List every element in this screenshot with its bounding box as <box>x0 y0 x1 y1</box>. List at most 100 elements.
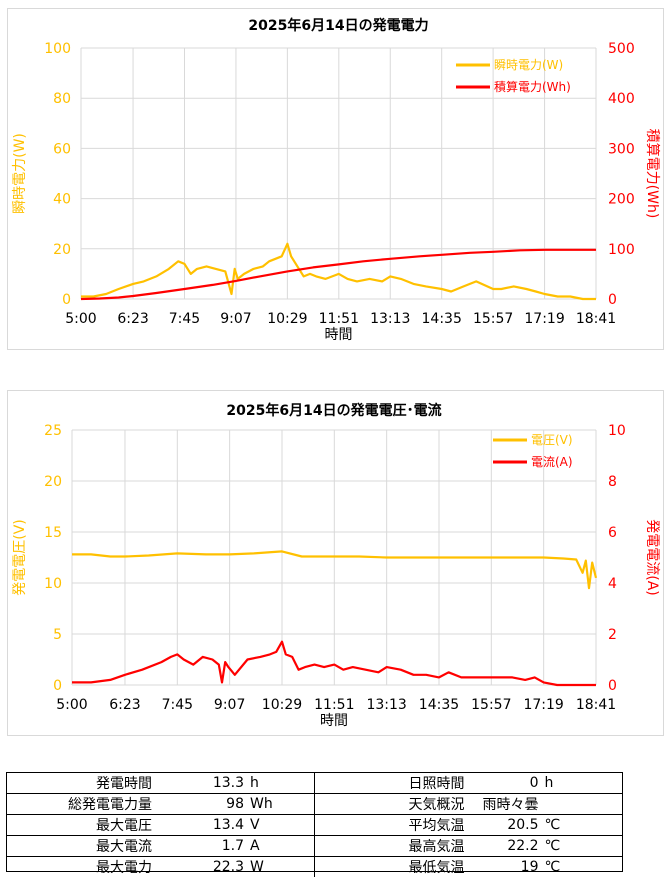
summary-value: 22.3 <box>212 859 244 875</box>
summary-label: 日照時間 <box>408 776 465 792</box>
power-chart-svg: 2025年6月14日の発電電力 0 20 40 60 80 100 0 100 200 300 400… <box>12 17 660 343</box>
x-tick-label: 5:00 <box>65 311 96 327</box>
y2-axis-label: 積算電力(Wh) <box>644 129 660 219</box>
summary-row: 最大電力 22.3 W <box>7 857 314 877</box>
summary-unit: h <box>544 775 554 791</box>
x-tick-label: 13:13 <box>366 697 406 713</box>
y2-tick-label: 100 <box>608 242 635 258</box>
x-tick-label: 11:51 <box>319 311 359 327</box>
voltage-current-chart-svg: 2025年6月14日の発電電圧･電流 0 5 10 15 20 25 0 2 4 6 8 10 5:00 6… <box>12 402 660 729</box>
summary-unit: ℃ <box>544 817 561 833</box>
summary-label: 最低気温 <box>408 860 465 876</box>
y-tick-label: 10 <box>44 576 62 592</box>
y-tick-label: 0 <box>62 292 71 308</box>
summary-unit: ℃ <box>544 859 561 875</box>
x-tick-label: 9:07 <box>220 311 251 327</box>
y-tick-label: 20 <box>53 242 71 258</box>
summary-unit: h <box>250 775 259 791</box>
y-tick-label: 40 <box>53 192 71 208</box>
y2-tick-label: 2 <box>608 627 617 643</box>
legend-entry: 電圧(V) <box>531 433 573 447</box>
y2-axis-label: 発電電流(A) <box>644 519 660 596</box>
y-tick-label: 20 <box>44 474 62 490</box>
summary-left-column: 発電時間 13.3 h 総発電電力量 98 Wh 最大電圧 13.4 V 最大電流 1.7 A … <box>7 773 315 877</box>
x-tick-label: 7:45 <box>169 311 200 327</box>
summary-row: 天気概況 雨時々曇 <box>314 794 622 815</box>
series-line <box>72 640 596 687</box>
y2-tick-label: 300 <box>608 141 635 157</box>
y-tick-label: 5 <box>53 627 62 643</box>
x-tick-label: 18:41 <box>576 311 616 327</box>
y2-tick-label: 200 <box>608 192 635 208</box>
summary-label: 最大電圧 <box>96 818 152 834</box>
summary-row: 総発電電力量 98 Wh <box>7 794 314 815</box>
legend-entry: 電流(A) <box>531 455 573 469</box>
y-tick-label: 25 <box>44 423 62 439</box>
y-axis-label: 瞬時電力(W) <box>12 133 28 214</box>
x-tick-label: 15:57 <box>471 697 511 713</box>
x-tick-label: 9:07 <box>214 697 245 713</box>
x-tick-label: 6:23 <box>117 311 148 327</box>
x-tick-label: 14:35 <box>419 697 459 713</box>
legend-entry: 瞬時電力(W) <box>494 58 563 72</box>
x-axis-label: 時間 <box>325 327 353 343</box>
series-line <box>81 242 596 301</box>
x-axis-label: 時間 <box>320 713 348 729</box>
summary-value: 22.2 <box>507 838 539 854</box>
summary-unit: ℃ <box>544 838 561 854</box>
summary-value: 20.5 <box>507 817 539 833</box>
x-tick-label: 6:23 <box>109 697 140 713</box>
summary-value: 雨時々曇 <box>482 797 539 813</box>
y-tick-label: 60 <box>53 141 71 157</box>
summary-unit: W <box>250 859 264 875</box>
y2-tick-label: 4 <box>608 576 617 592</box>
y2-tick-label: 6 <box>608 525 617 541</box>
legend-entry: 積算電力(Wh) <box>494 79 571 94</box>
summary-label: 最高気温 <box>408 839 465 855</box>
summary-row: 日照時間 0 h <box>314 773 622 794</box>
x-tick-label: 5:00 <box>56 697 87 713</box>
summary-label: 最大電流 <box>96 839 152 855</box>
x-tick-label: 11:51 <box>314 697 354 713</box>
chart-title: 2025年6月14日の発電電圧･電流 <box>226 402 441 419</box>
x-tick-label: 14:35 <box>422 311 462 327</box>
y2-tick-label: 0 <box>608 678 617 694</box>
x-tick-label: 7:45 <box>162 697 193 713</box>
summary-row: 最高気温 22.2 ℃ <box>314 836 622 857</box>
y2-tick-label: 500 <box>608 41 635 57</box>
summary-right-column: 日照時間 0 h 天気概況 雨時々曇 平均気温 20.5 ℃ 最高気温 22.2 ℃ 最低気温… <box>314 773 623 877</box>
y-tick-label: 15 <box>44 525 62 541</box>
y-tick-label: 0 <box>53 678 62 694</box>
x-tick-label: 13:13 <box>370 311 410 327</box>
summary-value: 13.4 <box>212 817 244 833</box>
daily-summary-table: 発電時間 13.3 h 総発電電力量 98 Wh 最大電圧 13.4 V 最大電流 1.7 A … <box>6 772 623 877</box>
summary-row: 平均気温 20.5 ℃ <box>314 815 622 836</box>
summary-unit: A <box>250 838 260 854</box>
x-tick-label: 10:29 <box>262 697 302 713</box>
y2-tick-label: 8 <box>608 474 617 490</box>
summary-row: 最低気温 19 ℃ <box>315 857 623 877</box>
summary-unit: Wh <box>250 796 273 812</box>
chart-title: 2025年6月14日の発電電力 <box>248 17 428 34</box>
power-chart: 2025年6月14日の発電電力 0 20 40 60 80 100 0 100 200 300 400… <box>7 8 664 350</box>
summary-value: 1.7 <box>221 838 244 854</box>
y2-tick-label: 400 <box>608 91 635 107</box>
x-tick-label: 15:57 <box>473 311 513 327</box>
summary-value: 0 <box>529 775 539 791</box>
summary-value: 98 <box>226 796 244 812</box>
summary-label: 平均気温 <box>408 818 465 834</box>
summary-unit: V <box>250 817 260 833</box>
x-tick-label: 17:19 <box>523 697 563 713</box>
summary-value: 13.3 <box>212 775 244 791</box>
voltage-current-chart: 2025年6月14日の発電電圧･電流 0 5 10 15 20 25 0 2 4 6 8 10 5:00 6… <box>7 390 664 736</box>
summary-label: 最大電力 <box>96 860 152 876</box>
series-line <box>80 248 596 301</box>
summary-row: 最大電圧 13.4 V <box>7 815 314 836</box>
summary-label: 発電時間 <box>96 776 152 792</box>
x-tick-label: 17:19 <box>524 311 564 327</box>
summary-row: 発電時間 13.3 h <box>7 773 314 794</box>
summary-label: 総発電電力量 <box>68 797 152 813</box>
series-line <box>72 550 598 590</box>
summary-label: 天気概況 <box>408 797 465 813</box>
y-axis-label: 発電電圧(V) <box>12 519 28 596</box>
